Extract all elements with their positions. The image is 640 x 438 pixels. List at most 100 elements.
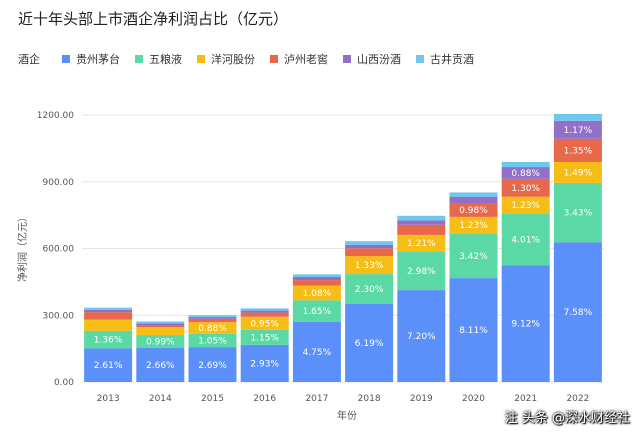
data-label-2021-4: 0.88%: [511, 169, 540, 179]
data-label-2019-2: 1.21%: [407, 239, 436, 249]
bar-segment-2018-4[interactable]: [345, 244, 394, 249]
bar-segment-2013-4[interactable]: [84, 309, 133, 313]
bar-segment-2022-4[interactable]: [553, 120, 602, 139]
data-label-2020-1: 3.42%: [459, 252, 488, 262]
bar-segment-2014-2[interactable]: [136, 327, 185, 336]
bar-segment-2019-2[interactable]: [397, 234, 446, 252]
bar-segment-2017-4[interactable]: [292, 276, 341, 281]
data-label-2015-2: 0.88%: [198, 324, 227, 334]
data-label-2017-0: 4.75%: [303, 348, 332, 358]
data-label-2015-1: 1.05%: [198, 337, 227, 347]
bar-segment-2015-3[interactable]: [188, 318, 237, 323]
bar-segment-2013-3[interactable]: [84, 312, 133, 320]
bar-segment-2019-5[interactable]: [397, 215, 446, 221]
bar-segment-2015-0[interactable]: [188, 347, 237, 382]
x-tick-label-2022: 2022: [566, 394, 589, 404]
bar-segment-2020-5[interactable]: [449, 192, 498, 197]
legend-item-fenjiu[interactable]: 山西汾酒: [343, 51, 401, 67]
bar-segment-2022-2[interactable]: [553, 161, 602, 183]
legend-label-maotai: 贵州茅台: [76, 53, 120, 66]
bar-segment-2020-3[interactable]: [449, 203, 498, 217]
bar-segment-2017-1[interactable]: [292, 300, 341, 322]
bar-segment-2020-0[interactable]: [449, 278, 498, 382]
legend-swatch-luzhou: [270, 55, 278, 63]
bar-segment-2016-3[interactable]: [240, 312, 289, 317]
legend-item-maotai[interactable]: 贵州茅台: [62, 51, 120, 67]
legend-swatch-yanghe: [197, 55, 205, 63]
chart-title: 近十年头部上市酒企净利润占比（亿元）: [18, 10, 289, 28]
data-label-2020-3: 0.98%: [459, 206, 488, 216]
bar-segment-2021-2[interactable]: [501, 196, 550, 214]
bar-segment-2013-5[interactable]: [84, 307, 133, 310]
bar-segment-2018-1[interactable]: [345, 274, 394, 304]
data-label-2017-1: 1.65%: [303, 307, 332, 317]
bar-segment-2019-3[interactable]: [397, 224, 446, 235]
bar-segment-2019-4[interactable]: [397, 220, 446, 225]
bar-segment-2017-2[interactable]: [292, 285, 341, 301]
bar-segment-2013-2[interactable]: [84, 319, 133, 331]
legend-label-gujing: 古井贡酒: [430, 53, 474, 66]
y-tick-label: 0.00: [54, 378, 74, 388]
data-label-2018-1: 2.30%: [355, 285, 384, 295]
data-label-2020-0: 8.11%: [459, 326, 488, 336]
bar-segment-2017-5[interactable]: [292, 274, 341, 277]
legend-item-gujing[interactable]: 古井贡酒: [416, 51, 474, 67]
bar-segment-2013-0[interactable]: [84, 348, 133, 382]
bar-segment-2016-4[interactable]: [240, 310, 289, 313]
bar-segment-2021-1[interactable]: [501, 213, 550, 266]
bar-segment-2022-5[interactable]: [553, 113, 602, 121]
footer-note: 注: [504, 411, 518, 426]
data-label-2016-0: 2.93%: [250, 359, 279, 369]
legend-item-luzhou[interactable]: 泸州老窖: [270, 51, 328, 67]
bar-segment-2020-2[interactable]: [449, 216, 498, 234]
bar-segment-2019-1[interactable]: [397, 251, 446, 291]
y-tick-label: 1200.00: [37, 111, 74, 121]
bar-segment-2015-5[interactable]: [188, 315, 237, 318]
bar-segment-2017-3[interactable]: [292, 280, 341, 286]
data-label-2014-0: 2.66%: [146, 361, 175, 371]
bar-segment-2017-0[interactable]: [292, 321, 341, 382]
bar-segment-2014-1[interactable]: [136, 335, 185, 348]
bar-segment-2018-5[interactable]: [345, 241, 394, 245]
data-labels: 2.61% 1.36% 2.66% 0.99% 2.69% 1.05% 0.88% 2.93%…: [94, 126, 593, 371]
bar-segment-2021-0[interactable]: [501, 265, 550, 382]
bar-segment-2015-1[interactable]: [188, 333, 237, 348]
y-tick-label: 300.00: [43, 311, 75, 321]
bar-segment-2013-1[interactable]: [84, 330, 133, 349]
data-label-2016-2: 0.95%: [250, 319, 279, 329]
bar-segment-2020-4[interactable]: [449, 196, 498, 204]
bar-segment-2018-2[interactable]: [345, 256, 394, 275]
bar-segment-2016-2[interactable]: [240, 316, 289, 330]
x-tick-label-2014: 2014: [149, 394, 172, 404]
bar-segment-2014-3[interactable]: [136, 325, 185, 328]
bar-segment-2014-5[interactable]: [136, 321, 185, 324]
bar-segment-2020-1[interactable]: [449, 233, 498, 279]
x-tick-label-2018: 2018: [358, 394, 381, 404]
legend-item-wuliangye[interactable]: 五粮液: [135, 51, 182, 67]
legend-label-luzhou: 泸州老窖: [284, 53, 328, 66]
bar-segment-2018-0[interactable]: [345, 303, 394, 382]
bar-segment-2022-3[interactable]: [553, 138, 602, 162]
watermark: 注 头条 @深水财经社: [505, 407, 630, 426]
legend-label-wuliangye: 五粮液: [149, 53, 182, 66]
data-label-2015-0: 2.69%: [198, 361, 227, 371]
legend-item-yanghe[interactable]: 洋河股份: [197, 51, 255, 67]
bar-segment-2015-2[interactable]: [188, 322, 237, 334]
bar-segment-2015-4[interactable]: [188, 317, 237, 319]
bar-segment-2014-4[interactable]: [136, 323, 185, 326]
bar-segment-2022-1[interactable]: [553, 182, 602, 243]
bar-segment-2021-4[interactable]: [501, 167, 550, 179]
data-label-2021-2: 1.23%: [511, 201, 540, 211]
bar-segment-2021-3[interactable]: [501, 178, 550, 197]
legend-swatch-maotai: [62, 55, 70, 63]
bar-segment-2014-0[interactable]: [136, 347, 185, 382]
data-label-2021-1: 4.01%: [511, 235, 540, 245]
y-axis-ticks: 0.00 300.00 600.00 900.00 1200.00: [37, 111, 74, 388]
bar-segment-2019-0[interactable]: [397, 290, 446, 382]
bar-segment-2018-3[interactable]: [345, 248, 394, 257]
bar-segment-2016-1[interactable]: [240, 329, 289, 345]
bar-segment-2022-0[interactable]: [553, 242, 602, 382]
bar-segment-2021-5[interactable]: [501, 161, 550, 168]
bar-segment-2016-0[interactable]: [240, 344, 289, 382]
bar-segment-2016-5[interactable]: [240, 308, 289, 311]
